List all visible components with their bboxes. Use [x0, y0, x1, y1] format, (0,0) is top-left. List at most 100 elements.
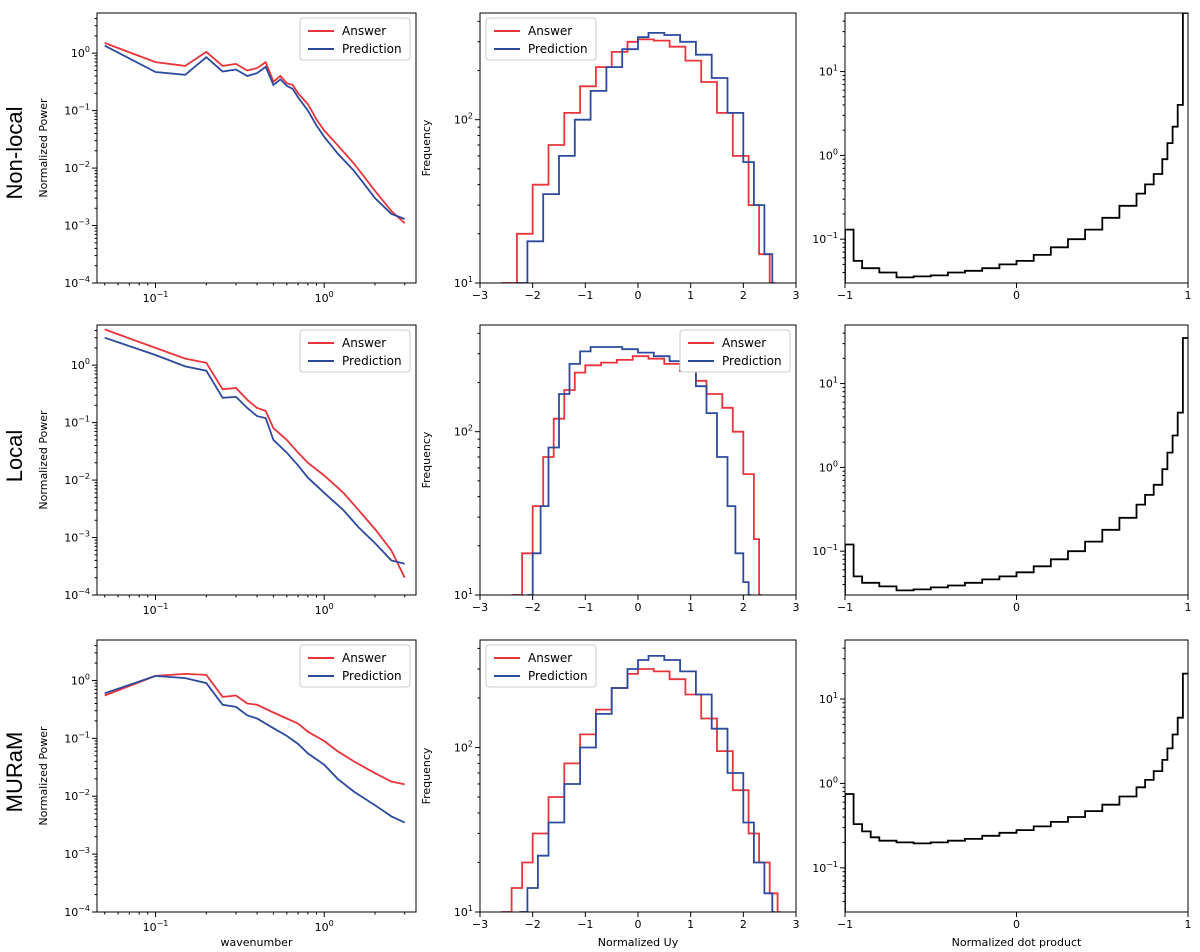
legend: Answer Prediction — [485, 17, 597, 61]
y-tick-label: 10−4 — [64, 587, 90, 602]
axes-frame — [96, 12, 417, 284]
x-tick-label: 100 — [315, 290, 334, 305]
series-line-prediction — [519, 655, 775, 912]
plot-area — [104, 42, 406, 224]
series-line-prediction — [104, 674, 406, 824]
y-tick-label: 102 — [454, 739, 473, 754]
x-tick-label: 0 — [1013, 918, 1020, 931]
legend-label-prediction: Prediction — [528, 669, 588, 683]
y-tick-label: 101 — [454, 587, 473, 602]
legend-label-answer: Answer — [528, 651, 572, 665]
y-tick-label: 100 — [71, 357, 90, 372]
legend-label-prediction: Prediction — [342, 354, 402, 368]
panel-spectrum-local: 10−1 100 10−4 10−3 10−2 10−1 100 Normalized Pow… — [37, 324, 417, 617]
x-tick-label: −2 — [525, 289, 541, 302]
x-tick-label: 0 — [635, 601, 642, 614]
y-tick-label: 10−3 — [64, 846, 90, 861]
plot-area — [845, 13, 1188, 283]
axes-frame — [844, 324, 1189, 596]
y-tick-label: 10−1 — [64, 415, 90, 430]
row-label-muram: MURaM — [2, 732, 27, 813]
y-tick-label: 10−2 — [64, 160, 90, 175]
x-tick-label: 10−1 — [143, 290, 169, 305]
y-tick-label: 100 — [71, 672, 90, 687]
x-tick-label: −2 — [525, 601, 541, 614]
x-tick-label: 3 — [793, 601, 800, 614]
axes-frame — [844, 639, 1189, 913]
y-tick-label: 10−3 — [64, 530, 90, 545]
x-tick-label: 100 — [315, 602, 334, 617]
y-axis-label: Normalized Power — [37, 98, 50, 198]
y-tick-label: 101 — [819, 691, 838, 706]
x-tick-label: 0 — [635, 918, 642, 931]
panel-hist-local: −3 −2 −1 0 1 2 3 101 102 Frequency Answer Predictio… — [420, 324, 800, 614]
legend: Answer Prediction — [299, 644, 411, 688]
panel-spectrum-nonlocal: 10−1 100 10−4 10−3 10−2 10−1 100 Normalized Pow… — [37, 12, 417, 305]
x-tick-label: −3 — [472, 918, 488, 931]
x-tick-label: −1 — [577, 601, 593, 614]
x-tick-label: 0 — [635, 289, 642, 302]
y-axis-label: Normalized Power — [37, 726, 50, 826]
x-tick-label: 10−1 — [143, 602, 169, 617]
x-tick-label: −1 — [837, 601, 853, 614]
x-tick-label: −1 — [577, 918, 593, 931]
series-line-prediction — [516, 32, 775, 283]
series-line-answer — [501, 668, 781, 912]
series-line-answer — [511, 355, 762, 595]
x-tick-label: −3 — [472, 289, 488, 302]
y-tick-label: 10−1 — [812, 860, 838, 875]
x-axis-label: Normalized Uy — [598, 936, 679, 949]
y-tick-label: 101 — [454, 275, 473, 290]
legend-label-answer: Answer — [528, 24, 572, 38]
x-tick-label: 2 — [740, 289, 747, 302]
panel-dot-nonlocal: −1 0 1 10−1 100 101 — [812, 12, 1192, 302]
panel-hist-muram: −3 −2 −1 0 1 2 3 101 102 Frequency Normalized Uy An… — [420, 639, 800, 949]
axes-frame — [96, 639, 417, 913]
panel-spectrum-muram: 10−1 100 10−4 10−3 10−2 10−1 100 Normalized Pow… — [37, 639, 417, 949]
legend-label-answer: Answer — [722, 336, 766, 350]
series-line-prediction — [104, 44, 406, 220]
panel-hist-nonlocal: −3 −2 −1 0 1 2 3 101 102 Frequency Answer Predictio… — [420, 12, 800, 302]
legend: Answer Prediction — [299, 17, 411, 61]
x-axis-label: wavenumber — [221, 936, 293, 949]
x-tick-label: −1 — [837, 918, 853, 931]
axes-frame — [96, 324, 417, 596]
x-tick-label: 1 — [1185, 289, 1192, 302]
y-axis-label: Frequency — [420, 119, 433, 176]
plot-area — [501, 655, 781, 912]
plot-area — [845, 337, 1188, 595]
y-tick-label: 101 — [819, 376, 838, 391]
y-tick-label: 10−4 — [64, 275, 90, 290]
y-tick-label: 10−2 — [64, 788, 90, 803]
x-tick-label: 0 — [1013, 601, 1020, 614]
y-tick-label: 100 — [819, 775, 838, 790]
x-tick-label: −1 — [837, 289, 853, 302]
x-tick-label: 2 — [740, 918, 747, 931]
legend-label-prediction: Prediction — [342, 669, 402, 683]
legend-label-answer: Answer — [342, 651, 386, 665]
series-line-answer — [104, 42, 406, 224]
series-line-answer — [104, 328, 406, 579]
series-line-hist — [845, 337, 1188, 595]
series-line-prediction — [527, 346, 752, 595]
series-line-prediction — [104, 336, 405, 565]
plot-area — [501, 32, 775, 283]
y-tick-label: 10−2 — [64, 472, 90, 487]
axes-frame — [844, 12, 1189, 284]
x-tick-label: 1 — [687, 289, 694, 302]
panel-dot-muram: −1 0 1 10−1 100 101 Normalized dot product — [812, 639, 1192, 949]
y-tick-label: 10−1 — [64, 730, 90, 745]
x-tick-label: −3 — [472, 601, 488, 614]
series-line-answer — [104, 672, 405, 786]
legend-label-answer: Answer — [342, 336, 386, 350]
y-tick-label: 10−1 — [812, 231, 838, 246]
x-tick-label: 10−1 — [143, 919, 169, 934]
x-tick-label: 1 — [1185, 601, 1192, 614]
y-tick-label: 10−1 — [812, 543, 838, 558]
y-tick-label: 10−1 — [64, 103, 90, 118]
legend: Answer Prediction — [299, 329, 411, 373]
legend-label-prediction: Prediction — [342, 42, 402, 56]
y-tick-label: 101 — [819, 64, 838, 79]
legend-label-prediction: Prediction — [528, 42, 588, 56]
